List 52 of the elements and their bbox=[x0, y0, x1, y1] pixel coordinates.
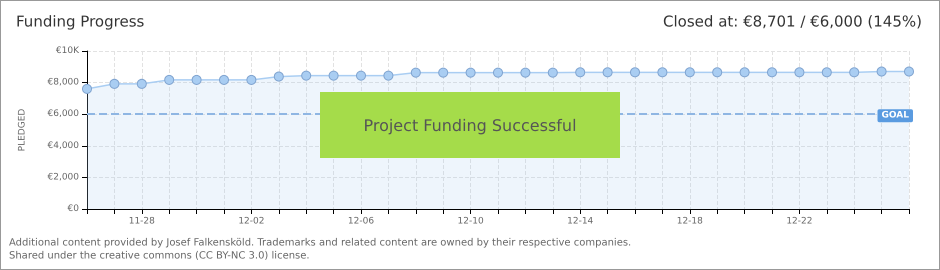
x-tick-label: 12-02 bbox=[238, 216, 264, 226]
success-banner: Project Funding Successful bbox=[320, 92, 620, 158]
point bbox=[438, 68, 448, 78]
text: Shared under the creative commons (CC BY-NC 3.0) license. bbox=[9, 250, 310, 262]
point bbox=[466, 68, 476, 78]
y-tick-label: €10K bbox=[56, 46, 80, 56]
y-tick-label: €4,000 bbox=[48, 140, 80, 151]
point bbox=[109, 78, 120, 89]
point bbox=[548, 68, 558, 78]
x-tick-label: 12-18 bbox=[676, 216, 704, 226]
point bbox=[274, 72, 284, 82]
point bbox=[794, 67, 804, 78]
y-tick-label: €0 bbox=[68, 204, 80, 214]
point bbox=[575, 67, 586, 78]
point bbox=[136, 78, 147, 89]
point bbox=[246, 74, 256, 85]
y-tick-label: €6,000 bbox=[48, 109, 80, 120]
x-tick-label: 12-22 bbox=[786, 216, 812, 226]
point bbox=[904, 66, 914, 77]
point bbox=[740, 67, 750, 78]
point bbox=[520, 68, 530, 78]
point bbox=[328, 70, 339, 81]
annotation: Project Funding Successful bbox=[363, 116, 577, 134]
point bbox=[82, 84, 92, 94]
point bbox=[822, 67, 832, 78]
chart-title: Funding Progress bbox=[16, 12, 145, 30]
point bbox=[301, 70, 312, 81]
x-tick-label: 12-06 bbox=[348, 216, 374, 226]
point bbox=[192, 74, 202, 85]
point bbox=[684, 67, 695, 78]
point bbox=[849, 67, 860, 78]
x-tick-label: 12-14 bbox=[567, 216, 594, 226]
y-tick-label: €8,000 bbox=[48, 78, 80, 88]
y-axis-title: PLEDGED bbox=[18, 108, 28, 152]
point bbox=[630, 67, 640, 78]
point bbox=[602, 67, 613, 78]
point bbox=[876, 66, 887, 77]
ref-line-label: GOAL bbox=[882, 110, 910, 121]
point bbox=[383, 70, 394, 81]
point bbox=[712, 67, 722, 78]
text: Additional content provided by Josef Falkensköld. Trademarks and related content are owned by their respective companies. bbox=[9, 238, 632, 248]
point bbox=[164, 74, 174, 85]
point bbox=[767, 67, 777, 78]
chart-subtitle: Closed at: €8,701 / €6,000 (145%) bbox=[663, 12, 922, 30]
point bbox=[493, 68, 503, 78]
point bbox=[219, 74, 229, 85]
x-tick-label: 11-28 bbox=[128, 216, 156, 226]
point bbox=[356, 70, 366, 81]
x-tick-label: 12-10 bbox=[458, 216, 484, 226]
point bbox=[410, 68, 421, 78]
point bbox=[657, 67, 668, 78]
y-tick-label: €2,000 bbox=[48, 172, 80, 182]
